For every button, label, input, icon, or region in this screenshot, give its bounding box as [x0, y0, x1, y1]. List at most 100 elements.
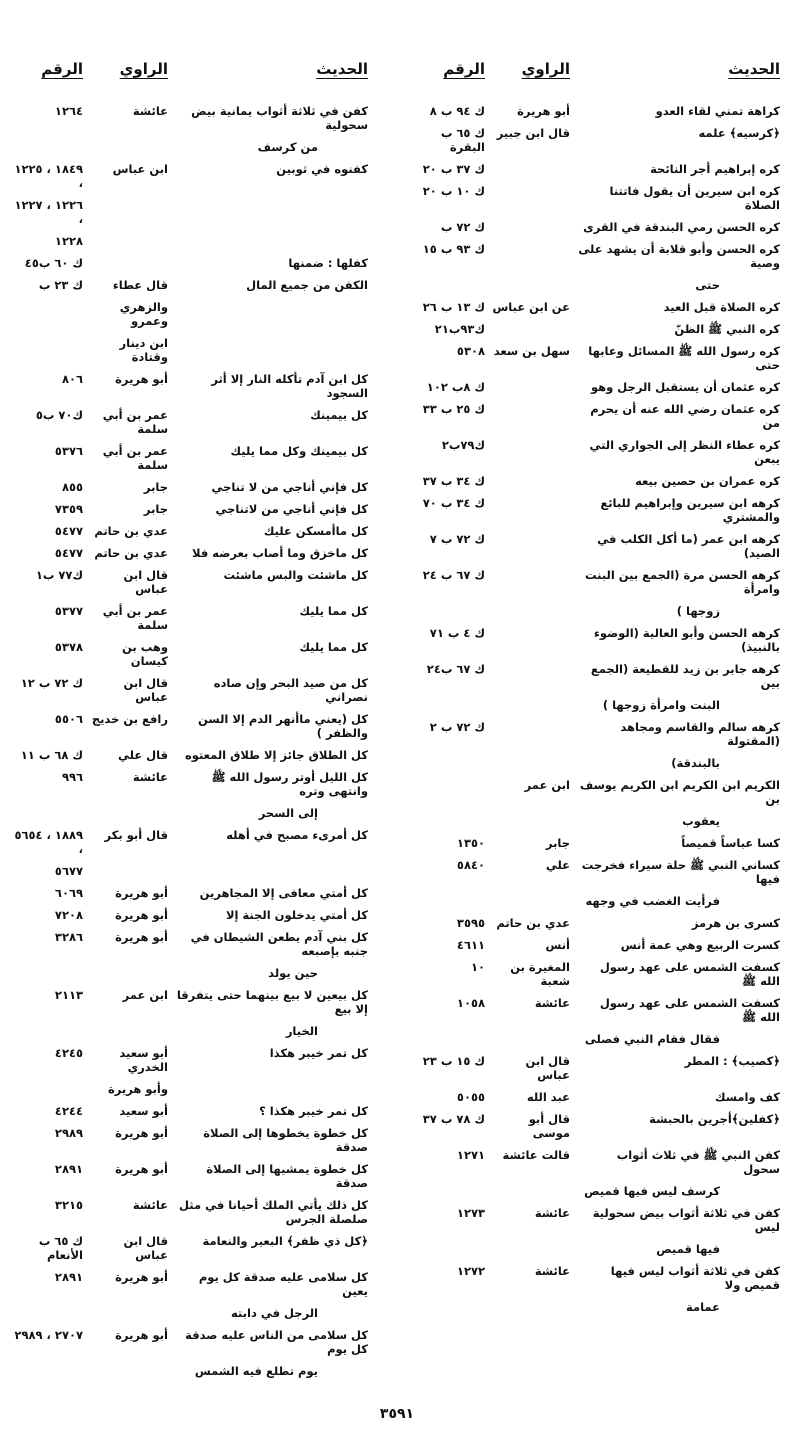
hadith-text: كرهه جابر بن زيد للقطيعة (الجمع بين — [590, 662, 780, 690]
reference-number: ك ٦٨ ب ١١ — [20, 748, 83, 762]
index-row: كل مما يليك وهب بن كيسان ٥٣٧٨ — [8, 636, 368, 672]
index-row: كسفت الشمس على عهد رسول الله ﷺ عائشة ١٠٥٨ — [410, 992, 780, 1028]
hadith-text: كل فإني أناجي من لاتناجي — [215, 502, 368, 516]
index-row: كل ماخزق وما أصاب بعرضه فلا عدي بن حاتم ٥٤… — [8, 542, 368, 564]
reference-number: ك ٦٧ ب٢٤ — [426, 662, 485, 676]
hadith-text — [168, 230, 368, 238]
hadith-text: كل تمر خيبر هكذا — [269, 1046, 368, 1060]
hadith-text: كراهة تمني لقاء العدو — [655, 104, 780, 118]
hadith-continuation: فرأيت الغضب في وجهه — [585, 894, 720, 908]
reference-number: ٥٨٤٠ — [456, 858, 485, 872]
index-row: كفن في ثلاثة أثواب ليس فيها قميص ولا عائش… — [410, 1260, 780, 1296]
narrator — [485, 716, 570, 724]
index-row: كل ماأمسكن عليك عدي بن حاتم ٥٤٧٧ — [8, 520, 368, 542]
hadith-text — [168, 1078, 368, 1086]
reference-number: ك ٩٣ ب ١٥ — [422, 242, 485, 256]
reference-number: ك ١٠ ب ٢٠ — [422, 184, 485, 198]
left-header-hadith: الحديث — [316, 60, 368, 78]
reference-number: ١٢٦٤ — [54, 104, 83, 118]
index-row: كل بيمينك وكل مما يليك عمر بن أبي سلمة ٥٣٧… — [8, 440, 368, 476]
reference-number: ١٨٨٩ ، ٥٦٥٤ ، — [14, 828, 83, 856]
narrator — [485, 318, 570, 326]
hadith-text: كل ابن آدم تأكله النار إلا أثر السجود — [211, 372, 368, 400]
narrator — [83, 194, 168, 202]
reference-number: ك ٦٥ ب الأنعام — [38, 1234, 83, 1262]
hadith-text: كل أمتي معافى إلا المجاهرين — [199, 886, 368, 900]
index-row: كل تمر خيبر هكذا أبو سعيد الخدري ٤٢٤٥ — [8, 1042, 368, 1078]
hadith-text: كره عثمان أن يستقبل الرجل وهو — [590, 380, 780, 394]
narrator: أبو سعيد الخدري — [119, 1046, 168, 1074]
hadith-text: كره رسول الله ﷺ المسائل وعابها حتى — [588, 344, 780, 372]
narrator: عبد الله — [526, 1090, 570, 1104]
index-row: كره عثمان أن يستقبل الرجل وهو ك ٨ب ١٠٢ — [410, 376, 780, 398]
reference-number: ٥٦٧٧ — [54, 864, 83, 878]
index-row: كرهه جابر بن زيد للقطيعة (الجمع بين ك ٦٧ … — [410, 658, 780, 694]
narrator: عائشة — [534, 1206, 570, 1220]
hadith-continuation: بالبندقة) — [671, 756, 720, 770]
index-row: من كرسف — [8, 136, 368, 158]
index-row: كل مما يليك عمر بن أبي سلمة ٥٣٧٧ — [8, 600, 368, 636]
hadith-text: كرهه ابن سيرين وإبراهيم للبائع والمشتري — [600, 496, 780, 524]
hadith-text: كل الطلاق جائز إلا طلاق المعتوه — [184, 748, 368, 762]
narrator — [485, 376, 570, 384]
index-row: كفن النبي ﷺ في ثلاث أثواب سحول قالت عائشة… — [410, 1144, 780, 1180]
index-row: كل خطوة يمشيها إلى الصلاة صدقة أبو هريرة ٢… — [8, 1158, 368, 1194]
reference-number: ك٧٧ ب١ — [35, 568, 83, 582]
index-row: والزهري وعمرو — [8, 296, 368, 332]
narrator — [485, 216, 570, 224]
narrator: والزهري وعمرو — [119, 300, 168, 328]
reference-number: ٢٩٨٩ — [54, 1126, 83, 1140]
narrator: جابر — [545, 836, 570, 850]
narrator: أبو هريرة — [115, 1328, 168, 1342]
reference-number: ك ٦٧ ب ٢٤ — [422, 568, 485, 582]
hadith-continuation: فقال فقام النبي فصلى — [584, 1032, 720, 1046]
hadith-text: كل ماأمسكن عليك — [263, 524, 368, 538]
reference-number: ٤٢٤٥ — [54, 1046, 83, 1060]
narrator: عمر بن أبي سلمة — [102, 604, 168, 632]
hadith-continuation: يوم تطلع فيه الشمس — [194, 1364, 318, 1378]
reference-number: ك ٧٢ ب ١٢ — [20, 676, 83, 690]
reference-number: ك٧٩ب٢ — [441, 438, 485, 452]
index-row: كل ماشئت والبس ماشئت قال ابن عباس ك٧٧ ب١ — [8, 564, 368, 600]
index-row: كساني النبي ﷺ حلة سيراء فخرجت فيها علي ٥٨٤… — [410, 854, 780, 890]
index-row: كره النبي ﷺ الظنّ ك٩٣ب٢١ — [410, 318, 780, 340]
narrator: جابر — [143, 502, 168, 516]
index-row: كره رسول الله ﷺ المسائل وعابها حتى سهل بن… — [410, 340, 780, 376]
narrator — [485, 158, 570, 166]
hadith-text: الكريم ابن الكريم ابن الكريم يوسف بن — [579, 778, 780, 806]
reference-number — [8, 296, 83, 304]
hadith-text: كسفت الشمس على عهد رسول الله ﷺ — [599, 996, 780, 1024]
reference-number: ك ٧٢ ب — [440, 220, 485, 234]
narrator: قال ابن جبير — [496, 126, 570, 140]
hadith-text: كفن في ثلاثة أثواب ليس فيها قميص ولا — [610, 1264, 780, 1292]
narrator: أبو هريرة — [517, 104, 570, 118]
right-index-column: الحديث الراوي الرقم كراهة تمني لقاء العد… — [410, 56, 780, 1318]
hadith-text: ﴿كفلين﴾أجرين بالحبشة — [649, 1112, 780, 1126]
hadith-text — [168, 296, 368, 304]
hadith-text: كسفت الشمس على عهد رسول الله ﷺ — [599, 960, 780, 988]
reference-number: ٥٣٧٧ — [54, 604, 83, 618]
reference-number: ٧٢٠٨ — [54, 908, 83, 922]
narrator: أبو هريرة — [115, 930, 168, 944]
hadith-text: كف وامسك — [714, 1090, 780, 1104]
index-row: كسرت الربيع وهي عمة أنس أنس ٤٦١١ — [410, 934, 780, 956]
reference-number: ١٣٥٠ — [456, 836, 485, 850]
narrator: قال ابن عباس — [525, 1054, 570, 1082]
narrator: ابن دينار وقتادة — [119, 336, 168, 364]
hadith-text: كفن في ثلاثة أثواب يمانية بيض سحولية — [191, 104, 368, 132]
narrator — [83, 252, 168, 260]
index-row: كل ابن آدم تأكله النار إلا أثر السجود أبو… — [8, 368, 368, 404]
reference-number — [8, 332, 83, 340]
narrator: عن ابن عباس — [492, 300, 570, 314]
reference-number: ٣٢١٥ — [54, 1198, 83, 1212]
hadith-continuation: كرسف ليس فيها قميص — [584, 1184, 720, 1198]
narrator: ابن عباس — [112, 162, 168, 176]
right-header-hadith: الحديث — [728, 60, 780, 78]
index-row: كل أمرىء مصبح في أهله قال أبو بكر ١٨٨٩ ، ٥… — [8, 824, 368, 860]
index-row: حين يولد — [8, 962, 368, 984]
index-row: كل بيمينك عمر بن أبي سلمة ك٧٠ ب٥ — [8, 404, 368, 440]
narrator — [485, 492, 570, 500]
index-row: كرهه سالم والقاسم ومجاهد (المقتولة ك ٧٢ ب… — [410, 716, 780, 752]
left-header-row: الحديث الراوي الرقم — [8, 56, 368, 100]
narrator: أبو سعيد — [119, 1104, 168, 1118]
